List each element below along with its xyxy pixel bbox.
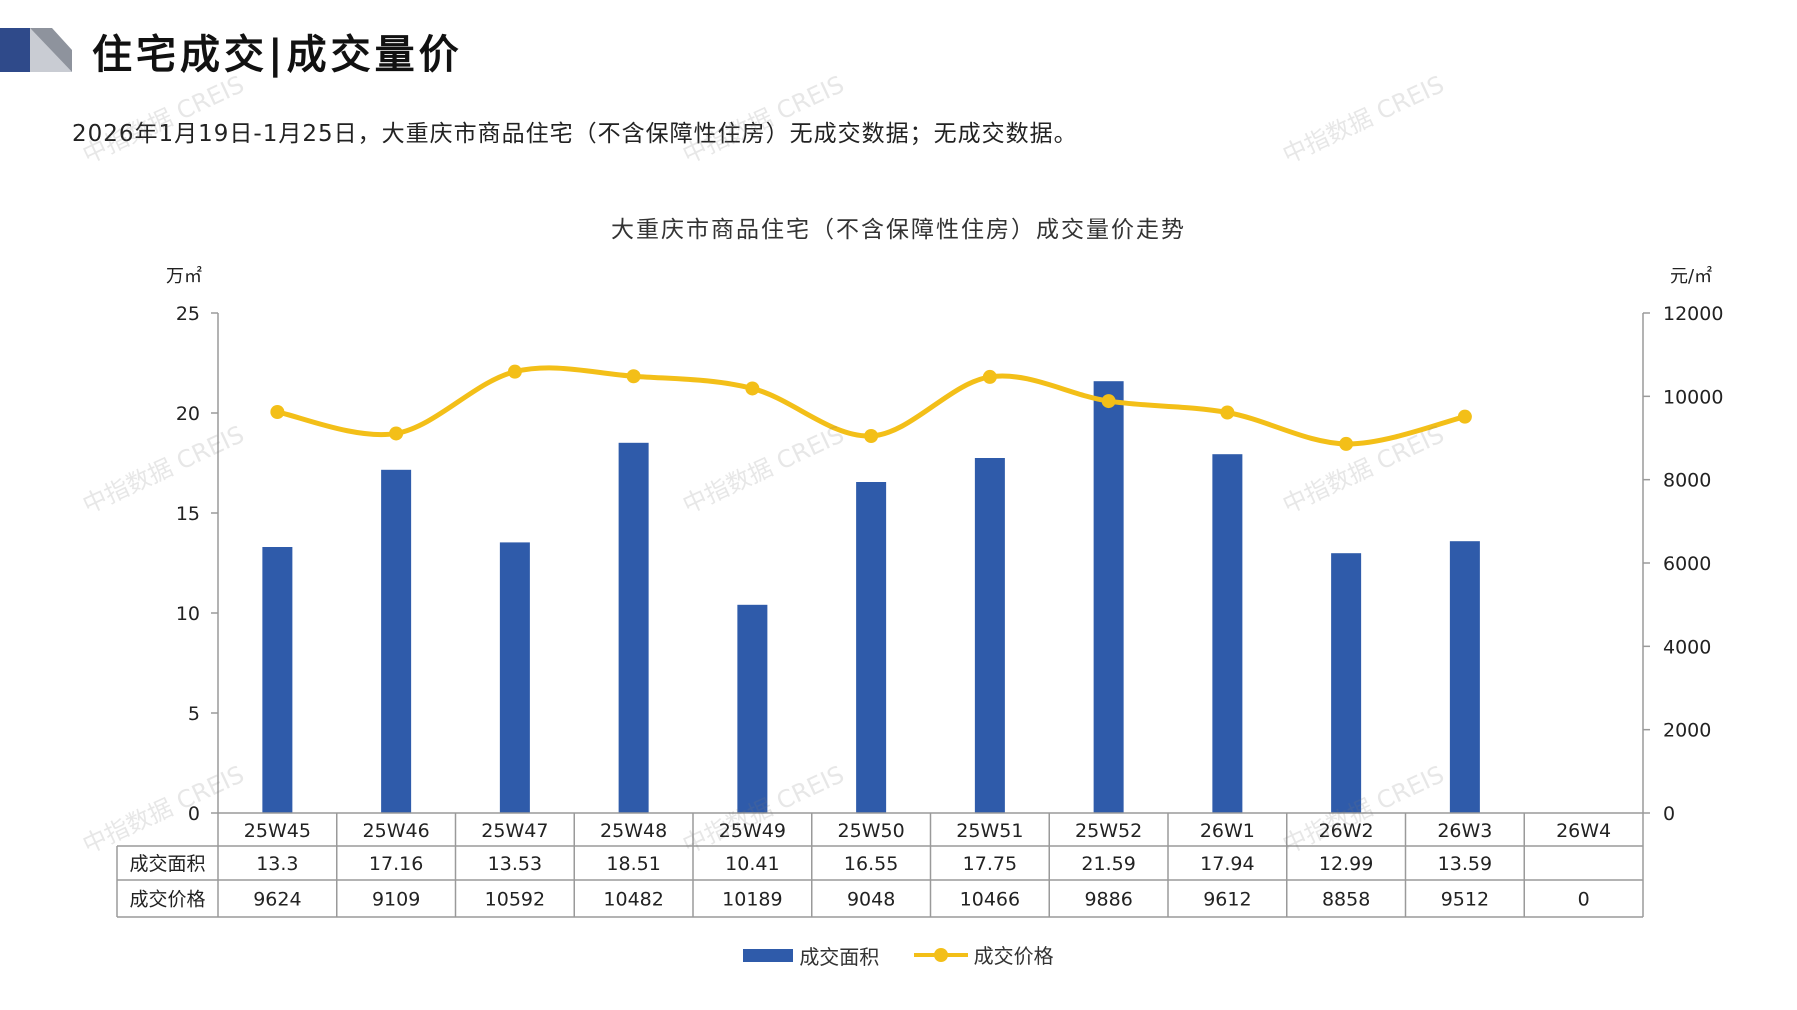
bar <box>262 547 293 813</box>
table-row-label: 成交面积 <box>129 853 205 875</box>
y-right-tick-label: 12000 <box>1663 303 1723 325</box>
x-category-label: 25W49 <box>719 820 786 842</box>
table-cell: 10482 <box>603 889 663 911</box>
bar <box>618 442 649 813</box>
y-left-tick-label: 20 <box>176 403 200 425</box>
price-point <box>626 369 641 384</box>
x-category-label: 26W3 <box>1437 820 1492 842</box>
y-left-tick-label: 0 <box>188 803 200 825</box>
bar <box>1331 553 1362 813</box>
table-cell: 13.3 <box>256 853 298 875</box>
table-cell: 9109 <box>372 889 420 911</box>
bar <box>737 604 768 813</box>
y-right-tick-label: 4000 <box>1663 636 1711 658</box>
y-right-axis-label: 元/㎡ <box>1670 265 1712 287</box>
table-row-label: 成交价格 <box>129 889 205 911</box>
y-left-tick-label: 25 <box>176 303 200 325</box>
page-subtitle: 2026年1月19日-1月25日，大重庆市商品住宅（不含保障性住房）无成交数据；… <box>72 121 1078 147</box>
price-point <box>1220 405 1235 420</box>
chart-title: 大重庆市商品住宅（不含保障性住房）成交量价走势 <box>611 217 1186 243</box>
price-point <box>1457 409 1472 424</box>
table-cell: 16.55 <box>844 853 898 875</box>
x-category-label: 25W51 <box>956 820 1023 842</box>
x-category-label: 26W1 <box>1200 820 1255 842</box>
price-point <box>1101 394 1116 409</box>
price-point <box>864 429 879 443</box>
y-right-tick-label: 2000 <box>1663 720 1711 742</box>
bar <box>1093 381 1124 813</box>
table-cell: 18.51 <box>606 853 660 875</box>
x-category-label: 25W45 <box>244 820 311 842</box>
price-point <box>982 369 997 384</box>
brand-logo <box>0 28 72 72</box>
table-cell: 10592 <box>485 889 545 911</box>
y-right-tick-label: 6000 <box>1663 553 1711 575</box>
y-right-tick-label: 0 <box>1663 803 1675 825</box>
y-right-tick-label: 8000 <box>1663 470 1711 492</box>
table-cell: 17.75 <box>963 853 1017 875</box>
price-point <box>507 364 522 379</box>
price-point <box>389 426 404 441</box>
table-cell: 10466 <box>960 889 1020 911</box>
legend-label-price: 成交价格 <box>973 944 1054 968</box>
chart-legend: 成交面积 成交价格 <box>0 940 1797 970</box>
bar <box>1212 454 1243 813</box>
y-left-tick-label: 15 <box>176 503 200 525</box>
bar <box>974 458 1005 813</box>
table-cell: 13.53 <box>488 853 542 875</box>
table-cell: 10189 <box>722 889 782 911</box>
table-cell: 17.16 <box>369 853 423 875</box>
table-cell: 9048 <box>847 889 895 911</box>
x-category-label: 25W46 <box>363 820 430 842</box>
x-category-label: 25W47 <box>481 820 548 842</box>
x-category-label: 25W50 <box>838 820 905 842</box>
table-cell: 10.41 <box>725 853 779 875</box>
table-cell: 0 <box>1578 889 1590 911</box>
legend-line-swatch <box>913 947 968 962</box>
bar <box>856 482 887 813</box>
table-cell: 9612 <box>1203 889 1251 911</box>
x-category-label: 25W52 <box>1075 820 1142 842</box>
bar <box>381 469 412 813</box>
table-cell: 9886 <box>1084 889 1132 911</box>
bar <box>499 542 530 813</box>
x-category-label: 26W4 <box>1556 820 1611 842</box>
y-right-tick-label: 10000 <box>1663 386 1723 408</box>
y-left-axis-label: 万㎡ <box>166 265 202 287</box>
page-title: 住宅成交|成交量价 <box>92 32 463 78</box>
bar <box>1449 541 1480 813</box>
x-category-label: 26W2 <box>1319 820 1374 842</box>
y-left-tick-label: 5 <box>188 703 200 725</box>
legend-bar-swatch <box>743 948 794 962</box>
price-point <box>270 405 285 419</box>
table-cell: 17.94 <box>1200 853 1254 875</box>
table-cell: 9624 <box>253 889 301 911</box>
legend-item-price: 成交价格 <box>913 940 1054 969</box>
table-cell: 21.59 <box>1081 853 1135 875</box>
table-cell: 8858 <box>1322 889 1370 911</box>
table-cell: 9512 <box>1441 889 1489 911</box>
x-category-label: 25W48 <box>600 820 667 842</box>
y-left-tick-label: 10 <box>176 603 200 625</box>
price-point <box>1339 436 1354 451</box>
legend-item-area: 成交面积 <box>743 941 879 970</box>
table-cell: 12.99 <box>1319 853 1373 875</box>
legend-label-area: 成交面积 <box>799 944 880 969</box>
table-cell: 13.59 <box>1438 853 1492 875</box>
price-point <box>745 381 760 396</box>
